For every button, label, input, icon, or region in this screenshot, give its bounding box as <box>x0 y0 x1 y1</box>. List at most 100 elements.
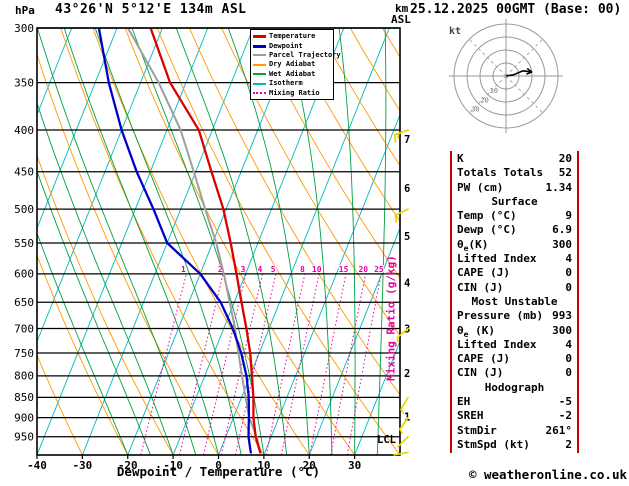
km-tick-label: 2 <box>404 368 410 380</box>
wind-barb <box>393 451 409 456</box>
lcl-marker-label: LCL <box>377 434 396 446</box>
mixing-ratio-line <box>140 273 187 455</box>
table-row: θe (K) 300 <box>452 323 577 339</box>
table-row: CIN (J) 0 <box>452 281 577 295</box>
table-row-label: StmDir <box>457 423 497 437</box>
altitude-axis-unit-km: km <box>395 2 409 15</box>
table-row-label: CAPE (J) <box>457 352 510 366</box>
temperature-curve <box>149 28 262 454</box>
table-row-value: 4 <box>565 252 572 266</box>
pressure-tick-label: 600 <box>14 268 34 281</box>
table-row: Dewp (°C) 6.9 <box>452 223 577 237</box>
km-tick-label: 4 <box>404 278 410 290</box>
table-row-label: PW (cm) <box>457 180 504 194</box>
table-row-value: 1.34 <box>545 180 573 194</box>
table-row: CAPE (J) 0 <box>452 352 577 366</box>
table-row: Lifted Index 4 <box>452 338 577 352</box>
temperature-axis-label: Dewpoint / Temperature (°C) <box>116 464 321 479</box>
table-row-label: CAPE (J) <box>457 266 510 280</box>
hodograph-ring-label: 20 <box>480 96 488 104</box>
km-tick-label: 7 <box>404 134 410 146</box>
table-row-value: 20 <box>558 152 572 165</box>
temperature-tick-label: 0 <box>215 459 222 472</box>
mixing-ratio-value-label: 15 <box>339 265 349 274</box>
wet-adiabat-line <box>376 28 387 455</box>
mixing-ratio-value-label: 2 <box>218 265 223 274</box>
plot-border <box>36 27 401 456</box>
temperature-tick-label: -30 <box>72 459 92 472</box>
table-row-value: 261° <box>545 423 573 437</box>
pressure-tick-label: 300 <box>14 22 34 35</box>
isotherm-line <box>37 28 73 116</box>
legend-item-label: Wet Adiabat <box>269 69 316 78</box>
altitude-axis-unit-asl: ASL <box>391 13 411 26</box>
hodograph-trace <box>505 69 533 77</box>
legend-item-label: Dewpoint <box>269 41 303 50</box>
km-tick-label: 6 <box>404 183 410 195</box>
table-row-value: 9 <box>565 209 572 223</box>
table-row-label: θe (K) <box>457 323 495 339</box>
table-row-label: Pressure (mb) <box>457 309 544 323</box>
temperature-tick-label: 10 <box>257 459 270 472</box>
dry-adiabat-line <box>253 28 400 279</box>
table-row-label: StmSpd (kt) <box>457 437 530 451</box>
wet-adiabat-line <box>37 28 197 455</box>
legend-line-sample <box>253 63 266 66</box>
pressure-axis-unit: hPa <box>15 4 35 17</box>
table-row: Totals Totals 52 <box>452 166 577 180</box>
table-row-value: 993 <box>552 309 572 323</box>
legend-item-label: Temperature <box>269 32 316 41</box>
wind-barb <box>396 327 409 343</box>
legend-item: Mixing Ratio <box>253 88 331 97</box>
temperature-tick-label: -40 <box>27 459 47 472</box>
pressure-tick-label: 850 <box>14 391 34 404</box>
table-row: Lifted Index 4 <box>452 252 577 266</box>
table-row-value: 52 <box>558 166 572 180</box>
legend: Temperature Dewpoint Parcel Trajectory Dry … <box>250 29 341 100</box>
table-row: CAPE (J) 0 <box>452 266 577 280</box>
table-row-label: SREH <box>457 409 484 423</box>
isotherm-line <box>37 28 163 343</box>
km-tick-label: 5 <box>404 231 410 243</box>
isotherm-line <box>354 340 400 455</box>
hodograph-ring-label: 30 <box>471 106 479 114</box>
table-row-value: -2 <box>558 409 572 423</box>
mixing-ratio-value-label: 3 <box>241 265 246 274</box>
mixing-ratio-value-label: 8 <box>300 265 305 274</box>
table-row: StmDir 261° <box>452 424 577 438</box>
table-row-value: 0 <box>565 352 572 366</box>
table-row: StmSpd (kt) 2 <box>452 438 577 452</box>
table-row-label: EH <box>457 395 471 409</box>
legend-item: Dewpoint <box>253 41 331 50</box>
dry-adiabat-line <box>37 353 83 455</box>
wet-adiabat-line <box>338 28 356 455</box>
mixing-ratio-axis-label: Mixing Ratio (g/kg) <box>384 255 398 381</box>
mixing-ratio-value-label: 10 <box>312 265 322 274</box>
legend-item: Wet Adiabat <box>253 70 331 79</box>
table-row: K 20 <box>452 152 577 166</box>
table-row: Temp (°C) 9 <box>452 209 577 223</box>
table-section-header: Most Unstable <box>471 294 558 308</box>
pressure-tick-label: 700 <box>14 322 34 335</box>
mixing-ratio-value-label: 4 <box>257 265 262 274</box>
dry-adiabat-line <box>37 53 219 455</box>
isotherm-line <box>308 226 400 455</box>
wind-barb <box>397 435 409 448</box>
station-title: 43°26'N 5°12'E 134m ASL <box>55 2 247 17</box>
table-row: Pressure (mb) 993 <box>452 309 577 323</box>
table-row-label: CIN (J) <box>457 280 504 294</box>
mixing-ratio-value-label: 5 <box>271 265 276 274</box>
pressure-tick-label: 900 <box>14 411 34 424</box>
mixing-ratio-line <box>179 273 224 455</box>
wind-barb <box>394 208 409 224</box>
mixing-ratio-line <box>346 273 382 455</box>
legend-item: Isotherm <box>253 79 331 88</box>
pressure-tick-label: 650 <box>14 296 34 309</box>
legend-item-label: Parcel Trajectory <box>269 50 341 59</box>
table-row-value: 0 <box>565 366 572 380</box>
pressure-tick-label: 800 <box>14 370 34 383</box>
dewpoint-curve <box>97 28 252 454</box>
mixing-ratio-line <box>280 273 320 455</box>
temperature-tick-label: -20 <box>118 459 138 472</box>
